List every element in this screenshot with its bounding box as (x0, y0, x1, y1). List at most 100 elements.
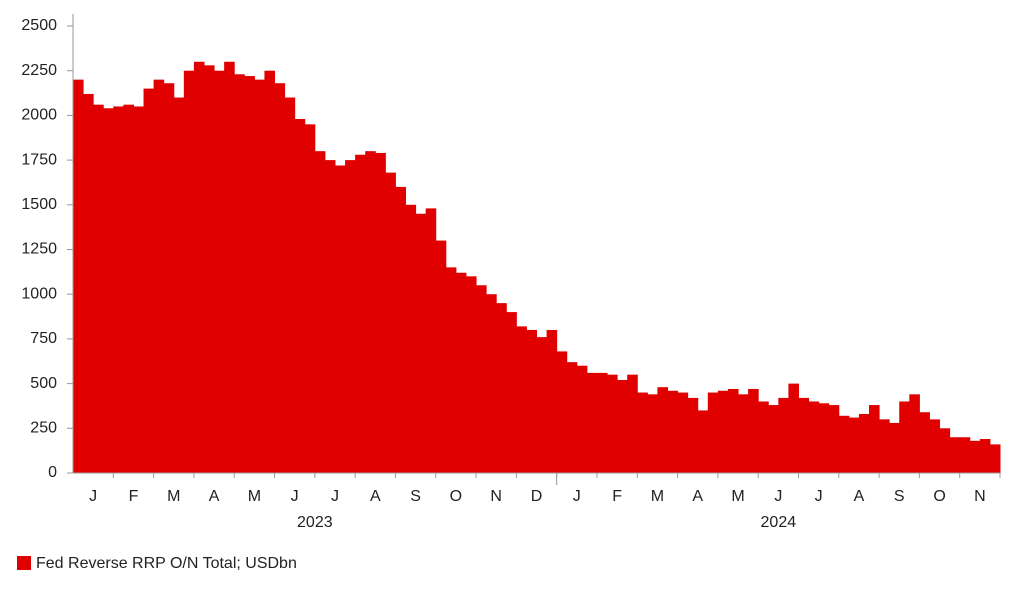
bar (355, 154, 366, 473)
bar (476, 285, 487, 473)
bar (324, 160, 336, 473)
bar (183, 70, 195, 473)
bar (435, 240, 447, 473)
bar (687, 397, 699, 473)
bar (748, 388, 759, 473)
bar (576, 365, 588, 473)
bar (405, 204, 417, 474)
x-tick-label: A (209, 488, 220, 505)
x-tick-label: O (933, 488, 945, 505)
bar (838, 415, 850, 473)
bar (385, 172, 396, 473)
bar (556, 351, 568, 473)
bar (677, 392, 689, 473)
bar (808, 401, 820, 473)
bar (234, 74, 245, 473)
bar (707, 392, 719, 473)
bar (284, 97, 296, 474)
bar (647, 394, 658, 473)
bar (294, 118, 306, 473)
x-tick-label: J (291, 488, 299, 505)
y-tick-label: 2000 (21, 107, 57, 124)
bar (516, 326, 527, 473)
bar (818, 403, 830, 473)
bar (586, 372, 598, 473)
bar (123, 104, 134, 473)
bar (717, 390, 729, 473)
x-tick-label: S (410, 488, 421, 505)
bar (526, 329, 537, 473)
bar (627, 374, 638, 473)
x-tick-label: A (370, 488, 381, 505)
bar (113, 106, 124, 474)
x-tick-label: J (331, 488, 339, 505)
bar (193, 61, 205, 473)
y-tick-label: 2500 (21, 17, 57, 34)
bar (214, 70, 225, 473)
x-tick-label: M (731, 488, 744, 505)
bar (909, 394, 920, 473)
x-tick-label: M (167, 488, 180, 505)
x-tick-label: N (490, 488, 502, 505)
bar (778, 397, 789, 473)
bar (536, 337, 548, 473)
y-tick-label: 1250 (21, 241, 57, 258)
x-tick-label: O (450, 488, 462, 505)
x-tick-label: J (815, 488, 823, 505)
legend-label: Fed Reverse RRP O/N Total; USDbn (36, 555, 297, 572)
bar (848, 417, 860, 473)
bar (979, 439, 991, 473)
y-tick-label: 1500 (21, 196, 57, 213)
bar (314, 151, 326, 473)
bar (425, 208, 437, 473)
x-tick-label: F (612, 488, 622, 505)
bar (969, 440, 981, 473)
bar (73, 79, 84, 473)
legend-swatch (17, 556, 31, 570)
x-tick-label: D (531, 488, 543, 505)
bar (143, 88, 155, 473)
year-label: 2024 (761, 514, 797, 531)
y-tick-label: 750 (30, 330, 57, 347)
bar (133, 106, 145, 474)
bar (899, 401, 910, 473)
bar (869, 405, 880, 473)
bar (566, 362, 578, 473)
bar (304, 124, 316, 473)
bar (949, 437, 961, 473)
bar (224, 61, 235, 473)
bar (163, 83, 175, 473)
bar (395, 186, 407, 474)
y-tick-label: 1750 (21, 151, 57, 168)
bar (375, 152, 386, 473)
x-tick-label: F (129, 488, 139, 505)
bar (203, 65, 215, 473)
bar (697, 410, 709, 473)
y-tick-label: 500 (30, 375, 57, 392)
x-tick-label: S (894, 488, 905, 505)
bar (93, 104, 104, 473)
bar (939, 428, 951, 473)
bar (465, 276, 477, 473)
bar (173, 97, 185, 474)
bar (365, 151, 376, 473)
bar (758, 401, 769, 473)
bar (415, 213, 427, 474)
bar (617, 380, 628, 473)
bar (334, 165, 346, 474)
bar (768, 405, 779, 473)
bar (455, 272, 467, 473)
bar (496, 303, 507, 473)
bar (244, 76, 255, 474)
bar (929, 419, 941, 473)
x-tick-label: J (573, 488, 581, 505)
bar (959, 437, 971, 473)
bar (274, 83, 286, 473)
bar (596, 372, 608, 473)
bar (798, 397, 810, 473)
bar (788, 383, 799, 473)
bar (657, 387, 668, 473)
x-tick-label: A (692, 488, 703, 505)
bar (506, 312, 517, 473)
bar (486, 294, 497, 473)
